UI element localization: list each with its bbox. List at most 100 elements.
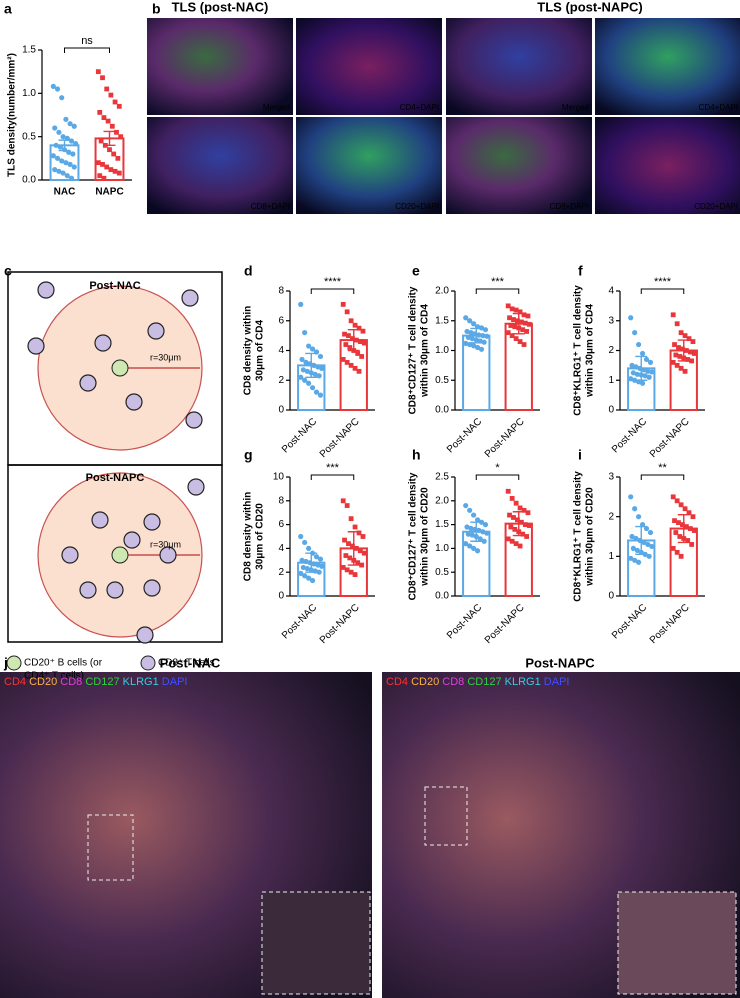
layout [0, 271, 740, 998]
y-tick-label: 1 [608, 551, 614, 562]
data-point [649, 543, 655, 550]
marker-legend: CD4 CD20 CD8 CD127 KLRG1 DAPI [4, 676, 187, 688]
data-point [356, 368, 362, 374]
significance-bracket [475, 288, 520, 294]
data-point [303, 359, 309, 365]
data-point [107, 147, 112, 153]
data-point [517, 505, 523, 511]
data-point [303, 558, 309, 565]
data-point [639, 380, 646, 386]
data-point [302, 377, 308, 383]
y-tick-label: 10 [273, 472, 285, 483]
data-point [317, 353, 324, 360]
significance-bracket [64, 47, 110, 53]
y-tick-label: 0.5 [435, 375, 449, 386]
significance-label: **** [654, 276, 672, 288]
data-point [512, 324, 518, 330]
data-point [306, 575, 312, 581]
data-point [361, 340, 367, 346]
panel-label: j [3, 655, 8, 671]
data-point [52, 125, 58, 131]
data-point [515, 517, 520, 523]
data-point [670, 312, 676, 318]
data-point [317, 556, 324, 562]
error-bar [305, 352, 318, 378]
significance-label: *** [326, 462, 340, 474]
y-tick-label: 0 [278, 591, 284, 602]
data-point [357, 339, 363, 344]
data-point [112, 99, 118, 105]
significance-bracket [640, 288, 685, 294]
data-point [350, 543, 355, 549]
data-point [115, 155, 121, 161]
data-point [636, 514, 642, 520]
data-point [686, 510, 692, 516]
data-point [309, 385, 316, 391]
x-tick-label: Post-NAC [280, 602, 319, 641]
panel-label: a [4, 1, 12, 17]
data-point [525, 313, 531, 319]
data-point [524, 329, 530, 334]
data-point [95, 160, 101, 166]
data-point [59, 95, 65, 101]
y-axis-label: within 30μm of CD20 [585, 487, 596, 587]
data-point [647, 359, 654, 365]
micrograph [446, 117, 592, 214]
data-point [116, 103, 122, 109]
data-point [469, 336, 475, 342]
data-point [353, 337, 359, 343]
data-point [313, 389, 320, 395]
panel-label: b [152, 1, 161, 17]
y-tick-label: 0.0 [435, 591, 449, 602]
micrograph [595, 18, 740, 115]
marker-name: CD20 [29, 676, 57, 688]
y-tick-label: 6 [278, 315, 284, 326]
data-point [643, 356, 650, 363]
data-point [59, 158, 65, 164]
data-point [480, 333, 486, 339]
data-point [361, 550, 367, 556]
data-point [630, 370, 636, 376]
data-point [673, 530, 679, 535]
data-point [517, 543, 523, 549]
y-tick-label: 1.0 [435, 345, 449, 356]
y-axis-label: within 30μm of CD4 [585, 304, 596, 398]
data-point [108, 92, 114, 98]
y-tick-label: 4 [278, 543, 284, 554]
micrograph [147, 117, 293, 214]
data-point [348, 516, 354, 522]
data-point [313, 554, 320, 560]
data-point [520, 531, 526, 537]
data-point [343, 553, 349, 558]
error-bar [103, 130, 116, 147]
y-axis-label: CD8⁺KLRG1⁺ T cell density [573, 471, 584, 602]
significance-bracket [310, 474, 355, 480]
data-point [628, 494, 634, 500]
data-point [467, 543, 473, 549]
x-tick-label: Post-NAC [445, 602, 484, 641]
data-point [71, 123, 77, 129]
significance-label: ** [658, 462, 667, 474]
t-cells [27, 281, 205, 644]
data-point [670, 494, 676, 500]
image-title: TLS (post-NAC) [172, 0, 269, 14]
y-tick-label: 1.5 [435, 519, 449, 530]
data-point [101, 175, 107, 181]
data-point [309, 346, 316, 352]
y-axis-label: CD8⁺KLRG1⁺ T cell density [573, 285, 584, 416]
x-tick-label: Post-NAPC [648, 416, 692, 460]
data-point [67, 161, 73, 167]
data-point [509, 538, 515, 544]
data-point [355, 351, 361, 356]
data-point [101, 115, 107, 120]
legend-swatch [140, 655, 156, 671]
data-point [642, 373, 648, 379]
image-title: TLS (post-NAPC) [537, 0, 642, 14]
y-tick-label: 3 [608, 472, 614, 483]
data-point [306, 380, 312, 386]
y-tick-label: 2 [608, 511, 614, 522]
data-point [685, 357, 691, 362]
data-point [636, 559, 642, 565]
data-point [299, 557, 305, 563]
data-point [464, 328, 470, 335]
